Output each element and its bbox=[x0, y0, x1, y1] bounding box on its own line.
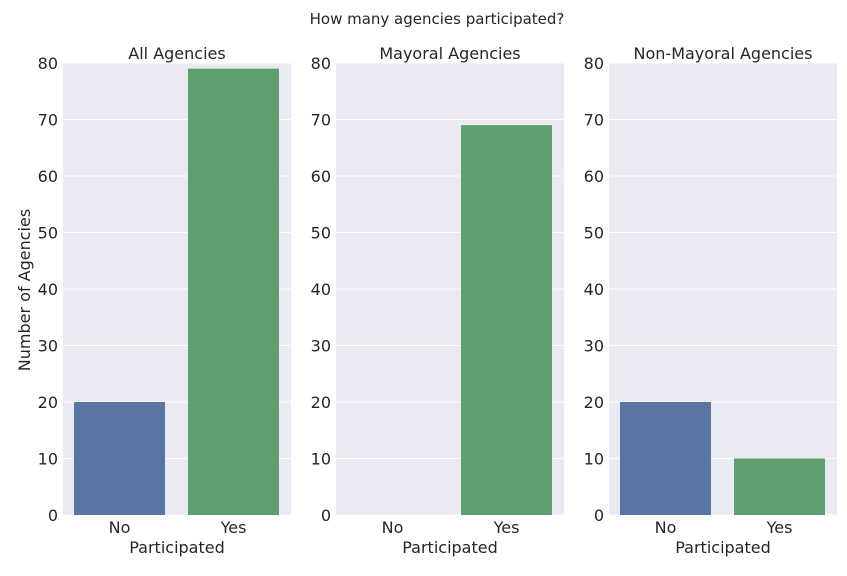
bar-no bbox=[74, 402, 165, 515]
y-tick-label: 60 bbox=[584, 167, 604, 186]
x-axis-label: Participated bbox=[402, 538, 498, 557]
x-axis-label: Participated bbox=[675, 538, 771, 557]
y-tick-label: 50 bbox=[311, 224, 331, 243]
chart-panel-1: 0 10 20 30 40 50 60 70 80 No Yes All Agencies Partic… bbox=[38, 44, 291, 557]
y-tick-label: 80 bbox=[584, 54, 604, 73]
y-tick-label: 60 bbox=[38, 167, 58, 186]
y-tick-label: 60 bbox=[311, 167, 331, 186]
bar-yes bbox=[188, 68, 279, 516]
figure-title: How many agencies participated? bbox=[310, 10, 565, 28]
y-tick-label: 80 bbox=[311, 54, 331, 73]
x-axis-label: Participated bbox=[129, 538, 225, 557]
bar-no bbox=[620, 402, 711, 515]
x-tick-label: Yes bbox=[220, 518, 247, 537]
y-tick-label: 10 bbox=[584, 450, 604, 469]
y-tick-label: 70 bbox=[584, 111, 604, 130]
x-tick-label: Yes bbox=[766, 518, 793, 537]
y-tick-label: 20 bbox=[38, 393, 58, 412]
y-tick-label: 30 bbox=[311, 337, 331, 356]
bar-yes bbox=[734, 458, 825, 515]
bar-yes bbox=[461, 125, 552, 516]
y-tick-label: 70 bbox=[311, 111, 331, 130]
y-tick-label: 40 bbox=[38, 280, 58, 299]
y-tick-label: 10 bbox=[38, 450, 58, 469]
y-tick-label: 0 bbox=[48, 506, 58, 525]
x-tick-label: Yes bbox=[493, 518, 520, 537]
y-axis-label: Number of Agencies bbox=[15, 209, 34, 371]
y-tick-label: 20 bbox=[311, 393, 331, 412]
y-tick-label: 80 bbox=[38, 54, 58, 73]
x-tick-label: No bbox=[382, 518, 404, 537]
y-tick-label: 70 bbox=[38, 111, 58, 130]
y-tick-label: 30 bbox=[38, 337, 58, 356]
chart-panel-3: 0 10 20 30 40 50 60 70 80 No Yes Non-Mayoral Agenci… bbox=[584, 44, 837, 557]
y-tick-label: 40 bbox=[584, 280, 604, 299]
chart-panel-2: 0 10 20 30 40 50 60 70 80 No Yes Mayoral Agencies Pa… bbox=[311, 44, 564, 557]
y-tick-label: 0 bbox=[321, 506, 331, 525]
y-tick-label: 50 bbox=[38, 224, 58, 243]
x-tick-label: No bbox=[109, 518, 131, 537]
panel-title: Non-Mayoral Agencies bbox=[634, 44, 813, 63]
x-tick-label: No bbox=[655, 518, 677, 537]
y-tick-label: 50 bbox=[584, 224, 604, 243]
y-tick-label: 10 bbox=[311, 450, 331, 469]
y-tick-label: 40 bbox=[311, 280, 331, 299]
y-tick-label: 0 bbox=[594, 506, 604, 525]
y-tick-label: 30 bbox=[584, 337, 604, 356]
y-tick-label: 20 bbox=[584, 393, 604, 412]
panel-title: Mayoral Agencies bbox=[379, 44, 520, 63]
panel-title: All Agencies bbox=[128, 44, 225, 63]
